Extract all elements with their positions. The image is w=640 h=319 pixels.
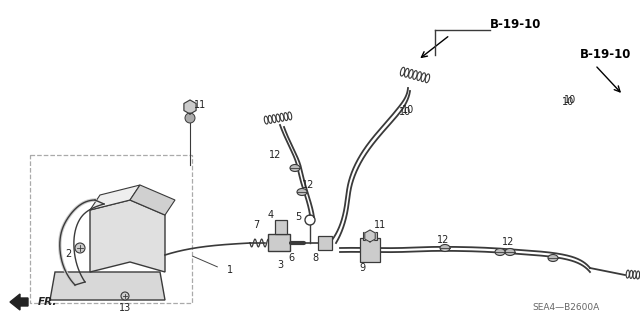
Polygon shape: [50, 272, 165, 300]
Circle shape: [185, 113, 195, 123]
Bar: [363, 232, 377, 240]
Polygon shape: [90, 185, 140, 210]
Ellipse shape: [548, 255, 558, 262]
Polygon shape: [130, 185, 175, 215]
Text: 10: 10: [562, 97, 574, 107]
Text: 13: 13: [119, 303, 131, 313]
Text: 3: 3: [277, 260, 283, 270]
Text: FR.: FR.: [38, 297, 58, 307]
Ellipse shape: [297, 189, 307, 196]
Polygon shape: [365, 230, 375, 242]
Circle shape: [121, 292, 129, 300]
Bar: [275, 220, 287, 234]
Ellipse shape: [495, 249, 505, 256]
Text: 12: 12: [302, 180, 314, 190]
Text: 9: 9: [359, 263, 365, 273]
Text: 11: 11: [374, 220, 386, 230]
Ellipse shape: [290, 165, 300, 172]
Text: 8: 8: [312, 253, 318, 263]
Text: 6: 6: [288, 253, 294, 263]
Text: 11: 11: [194, 100, 206, 110]
Text: 12: 12: [502, 237, 514, 247]
Text: 10: 10: [564, 95, 576, 105]
Text: 10: 10: [399, 107, 411, 117]
Bar: [30, 155, 192, 303]
Polygon shape: [10, 294, 28, 310]
Bar: [318, 236, 332, 250]
Polygon shape: [90, 200, 165, 272]
Bar: [360, 238, 380, 262]
Text: 1: 1: [227, 265, 233, 275]
Bar: [268, 234, 290, 251]
Text: 12: 12: [437, 235, 449, 245]
Text: 5: 5: [295, 212, 301, 222]
Text: 7: 7: [253, 220, 259, 230]
Text: 4: 4: [268, 210, 274, 220]
Polygon shape: [184, 100, 196, 114]
Circle shape: [75, 243, 85, 253]
Text: 10: 10: [402, 105, 414, 115]
Ellipse shape: [505, 249, 515, 256]
Text: B-19-10: B-19-10: [490, 19, 541, 32]
Text: 2: 2: [65, 249, 71, 259]
Ellipse shape: [440, 244, 450, 251]
Text: 12: 12: [269, 150, 281, 160]
Text: SEA4—B2600A: SEA4—B2600A: [532, 303, 600, 313]
Text: B-19-10: B-19-10: [580, 48, 632, 62]
